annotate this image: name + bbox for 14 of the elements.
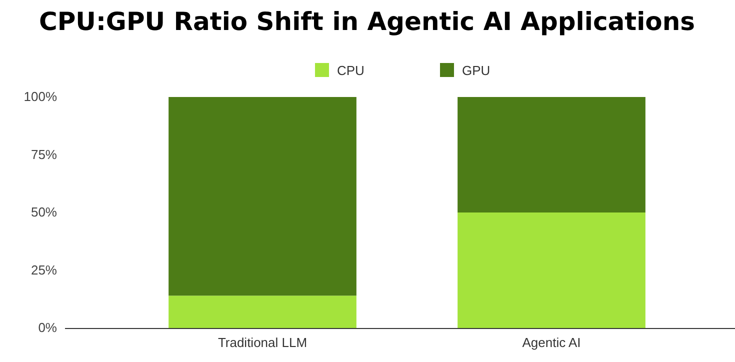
bar [458,97,646,212]
bar [458,212,646,328]
legend-label: CPU [337,63,364,78]
y-tick-label: 100% [24,89,58,104]
y-tick-label: 50% [30,204,58,220]
chart-title: CPU:GPU Ratio Shift in Agentic AI Applications [38,7,696,36]
legend-label: GPU [462,63,490,78]
bar [168,97,356,296]
x-tick-label: Agentic AI [522,335,581,350]
bar [168,296,356,328]
y-tick-label: 75% [30,146,58,162]
x-tick-label: Traditional LLM [218,335,308,350]
y-tick-label: 25% [30,262,58,278]
y-tick-label: 0% [38,320,58,336]
